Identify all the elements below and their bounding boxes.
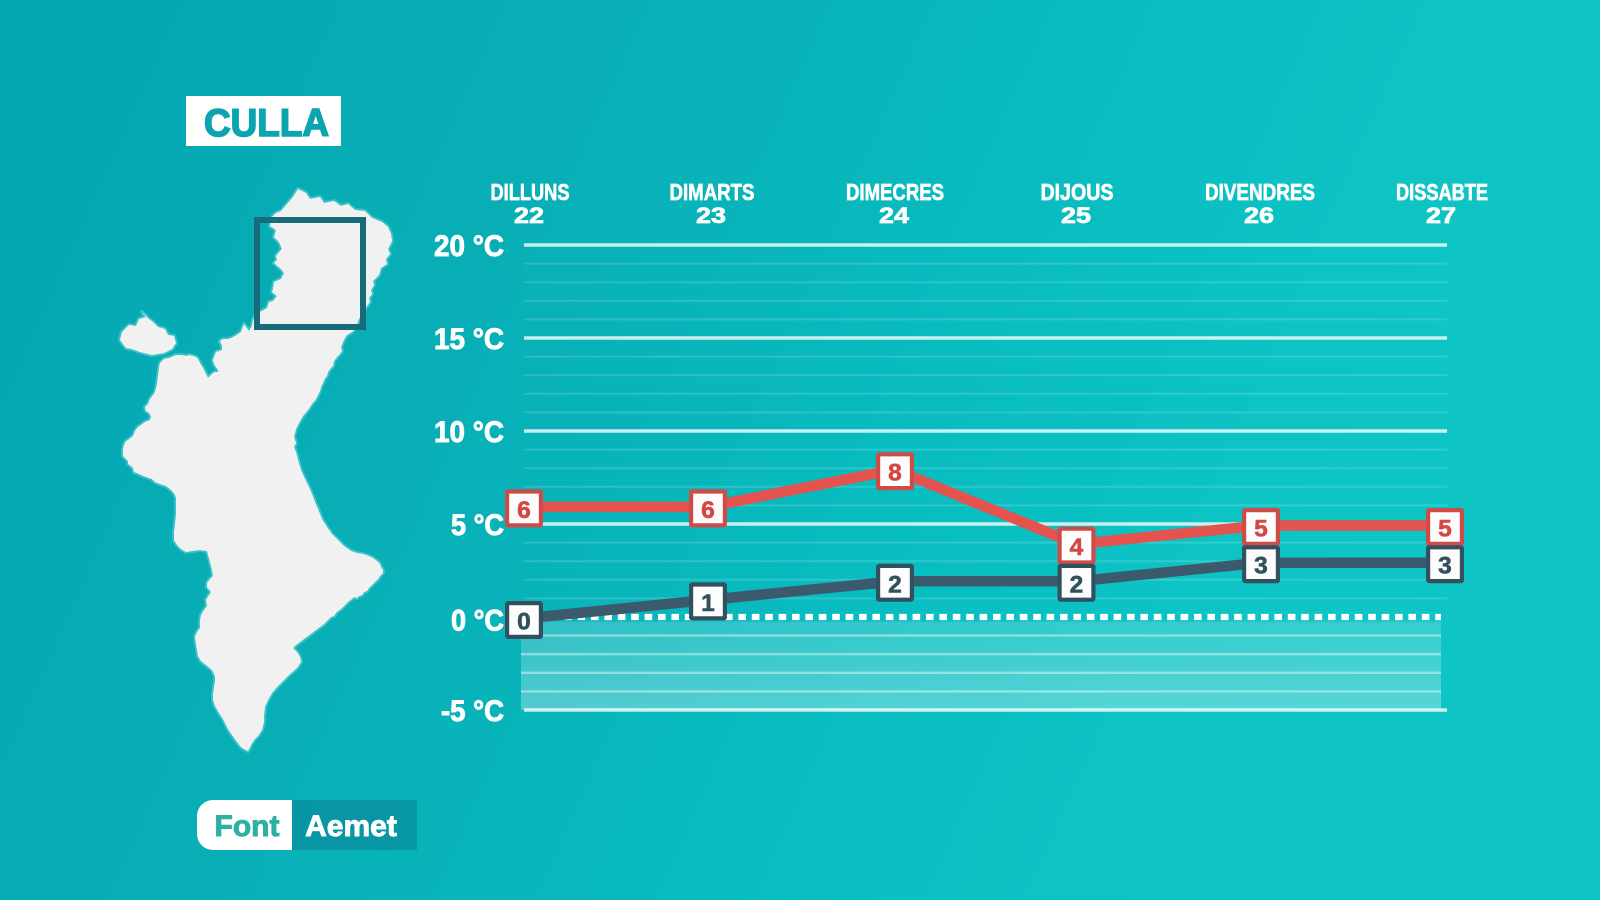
svg-text:5 °C: 5 °C: [451, 509, 504, 542]
svg-text:3: 3: [1254, 553, 1268, 580]
svg-text:10 °C: 10 °C: [434, 416, 504, 449]
svg-text:Aemet: Aemet: [305, 810, 397, 843]
svg-text:23: 23: [696, 203, 726, 228]
svg-text:25: 25: [1061, 203, 1091, 228]
svg-text:4: 4: [1070, 534, 1084, 561]
svg-text:2: 2: [1070, 571, 1084, 598]
svg-text:5: 5: [1254, 516, 1268, 543]
svg-text:2: 2: [888, 571, 902, 598]
svg-text:0: 0: [517, 609, 531, 636]
svg-text:6: 6: [701, 497, 715, 524]
svg-text:DISSABTE: DISSABTE: [1396, 179, 1488, 205]
svg-text:24: 24: [879, 203, 910, 228]
svg-text:DILLUNS: DILLUNS: [491, 179, 570, 205]
svg-text:DIJOUS: DIJOUS: [1041, 179, 1114, 205]
svg-text:DIVENDRES: DIVENDRES: [1205, 179, 1315, 205]
svg-text:3: 3: [1438, 553, 1452, 580]
svg-text:CULLA: CULLA: [204, 102, 329, 145]
svg-text:DIMECRES: DIMECRES: [846, 179, 944, 205]
svg-text:26: 26: [1244, 203, 1274, 228]
svg-text:20 °C: 20 °C: [434, 230, 504, 263]
svg-text:5: 5: [1438, 516, 1452, 543]
svg-text:8: 8: [888, 460, 902, 487]
svg-text:1: 1: [701, 590, 715, 617]
svg-text:DIMARTS: DIMARTS: [670, 179, 755, 205]
svg-text:22: 22: [514, 203, 544, 228]
svg-text:0 °C: 0 °C: [451, 605, 504, 638]
svg-text:15 °C: 15 °C: [434, 323, 504, 356]
svg-text:6: 6: [517, 497, 531, 524]
svg-text:27: 27: [1426, 203, 1456, 228]
svg-text:Font: Font: [215, 810, 280, 843]
svg-text:-5 °C: -5 °C: [441, 695, 504, 728]
